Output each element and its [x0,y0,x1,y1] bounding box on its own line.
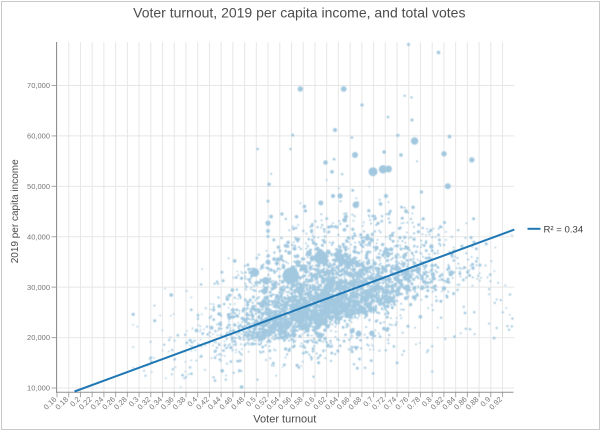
svg-text:50,000: 50,000 [27,182,50,191]
svg-text:40,000: 40,000 [27,232,50,241]
svg-text:R² = 0.34: R² = 0.34 [544,224,584,235]
svg-text:60,000: 60,000 [27,132,50,141]
svg-text:0.38: 0.38 [171,395,188,412]
svg-text:20,000: 20,000 [27,333,50,342]
svg-text:70,000: 70,000 [27,81,50,90]
svg-text:Voter turnout: Voter turnout [253,414,316,426]
svg-text:Voter turnout, 2019 per capita: Voter turnout, 2019 per capita income, a… [133,5,465,21]
svg-text:0.48: 0.48 [229,395,246,412]
svg-text:2019 per capita income: 2019 per capita income [10,159,21,263]
svg-text:0.78: 0.78 [405,395,422,412]
svg-text:0.58: 0.58 [288,395,305,412]
svg-text:0.88: 0.88 [464,395,481,412]
svg-text:0.92: 0.92 [487,395,504,412]
svg-text:0.68: 0.68 [347,395,364,412]
svg-text:0.18: 0.18 [53,395,70,412]
svg-text:30,000: 30,000 [27,283,50,292]
svg-text:10,000: 10,000 [27,384,50,393]
svg-text:0.28: 0.28 [112,395,129,412]
